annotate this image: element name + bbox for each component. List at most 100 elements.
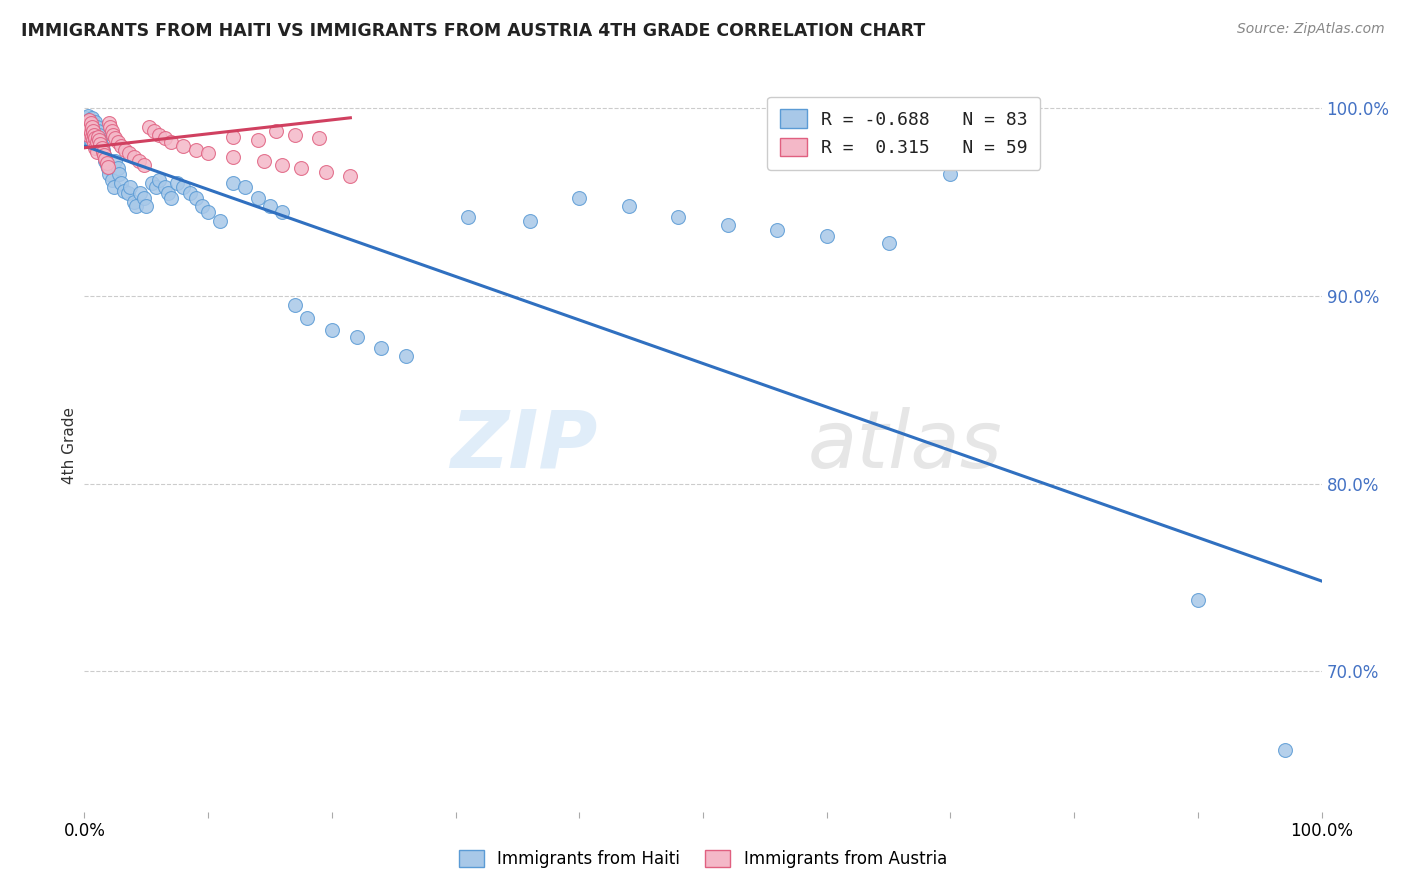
Point [77, 109, 100, 123]
Point [91, 143, 114, 157]
Text: ZIP: ZIP [450, 407, 598, 485]
Point [877, 236, 900, 251]
Point [1274, 743, 1296, 757]
Point [128, 153, 150, 168]
Point [82, 126, 104, 140]
Point [145, 180, 167, 194]
Point [86, 135, 108, 149]
Point [233, 180, 256, 194]
Point [120, 180, 142, 194]
Point [90, 141, 112, 155]
Point [259, 199, 281, 213]
Point [308, 131, 330, 145]
Point [84, 141, 107, 155]
Point [209, 214, 232, 228]
Point [766, 223, 789, 237]
Point [153, 180, 176, 194]
Legend: Immigrants from Haiti, Immigrants from Austria: Immigrants from Haiti, Immigrants from A… [453, 843, 953, 875]
Point [84, 124, 107, 138]
Point [191, 199, 214, 213]
Point [86, 145, 108, 159]
Point [114, 143, 136, 157]
Point [79, 126, 101, 140]
Point [97, 161, 120, 176]
Point [253, 153, 276, 168]
Point [339, 169, 361, 183]
Point [79, 114, 101, 128]
Point [117, 186, 139, 200]
Point [98, 120, 121, 135]
Point [91, 145, 114, 159]
Point [112, 184, 135, 198]
Point [86, 120, 108, 135]
Point [184, 143, 207, 157]
Text: IMMIGRANTS FROM HAITI VS IMMIGRANTS FROM AUSTRIA 4TH GRADE CORRELATION CHART: IMMIGRANTS FROM HAITI VS IMMIGRANTS FROM… [21, 22, 925, 40]
Point [142, 124, 165, 138]
Point [132, 191, 155, 205]
Point [75, 111, 97, 125]
Point [79, 112, 101, 127]
Point [284, 128, 307, 142]
Point [84, 114, 107, 128]
Point [197, 146, 219, 161]
Point [141, 177, 163, 191]
Point [157, 186, 180, 200]
Point [148, 172, 170, 186]
Point [172, 180, 194, 194]
Point [82, 133, 104, 147]
Point [815, 229, 838, 244]
Point [80, 120, 103, 135]
Point [80, 129, 103, 144]
Point [108, 167, 131, 181]
Point [77, 118, 100, 132]
Point [1187, 592, 1209, 607]
Point [104, 131, 127, 145]
Point [166, 177, 188, 191]
Point [246, 191, 269, 205]
Point [90, 139, 112, 153]
Point [107, 161, 129, 176]
Point [160, 191, 183, 205]
Point [83, 128, 105, 142]
Point [80, 120, 103, 135]
Point [118, 146, 141, 161]
Point [179, 186, 201, 200]
Point [76, 114, 98, 128]
Point [89, 133, 111, 147]
Point [122, 150, 145, 164]
Point [184, 191, 207, 205]
Point [98, 116, 121, 130]
Point [77, 128, 100, 142]
Point [89, 133, 111, 147]
Point [77, 128, 100, 142]
Point [290, 161, 312, 176]
Point [76, 124, 98, 138]
Point [82, 124, 104, 138]
Text: Source: ZipAtlas.com: Source: ZipAtlas.com [1237, 22, 1385, 37]
Point [222, 150, 245, 164]
Point [77, 118, 100, 132]
Point [86, 129, 108, 144]
Point [346, 330, 368, 344]
Point [80, 111, 103, 125]
Point [89, 136, 111, 151]
Point [138, 120, 160, 135]
Point [103, 180, 125, 194]
Point [110, 177, 132, 191]
Point [93, 148, 115, 162]
Point [717, 218, 740, 232]
Y-axis label: 4th Grade: 4th Grade [62, 408, 77, 484]
Text: atlas: atlas [808, 407, 1002, 485]
Point [172, 139, 194, 153]
Point [89, 128, 111, 142]
Point [79, 112, 101, 127]
Point [100, 124, 122, 138]
Point [98, 167, 121, 181]
Point [110, 139, 132, 153]
Point [82, 116, 104, 130]
Point [101, 128, 124, 142]
Point [666, 210, 689, 224]
Point [370, 342, 392, 356]
Point [264, 124, 287, 138]
Point [93, 148, 115, 162]
